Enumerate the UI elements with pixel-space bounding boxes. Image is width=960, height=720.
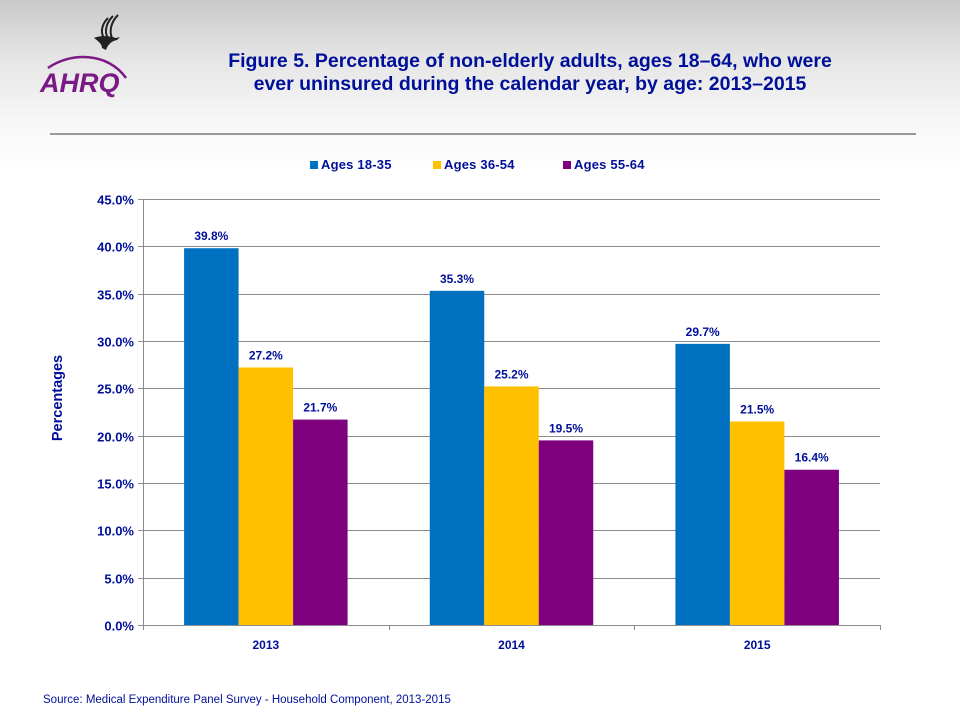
legend-label-ages-36-54: Ages 36-54: [444, 157, 515, 172]
logo-text: AHRQ: [39, 68, 120, 98]
data-label: 27.2%: [249, 349, 283, 363]
x-tick-label: 2014: [498, 638, 525, 652]
axes: [138, 199, 881, 630]
source-note: Source: Medical Expenditure Panel Survey…: [43, 694, 451, 706]
data-label: 39.8%: [194, 229, 228, 243]
bar-ages-36-54-2015: [729, 421, 785, 625]
logo-arc: [47, 55, 128, 79]
bar-ages-55-64-2014: [538, 440, 594, 625]
legend-swatch-ages-55-64: [563, 160, 571, 169]
bar-ages-36-54-2014: [484, 386, 539, 625]
chart-title-line-2: ever uninsured during the calendar year,…: [253, 73, 807, 95]
bar-ages-18-35-2013: [184, 248, 239, 625]
y-tick-label: 20.0%: [97, 430, 134, 445]
legend-swatch-ages-36-54: [433, 160, 441, 169]
y-tick-label: 35.0%: [97, 288, 134, 303]
legend-item-ages-18-35: Ages 18-35: [310, 157, 392, 172]
legend-item-ages-55-64: Ages 55-64: [563, 157, 645, 172]
data-label: 21.5%: [740, 402, 774, 416]
hhs-eagle-icon: [94, 14, 120, 50]
data-label: 19.5%: [549, 421, 583, 435]
y-tick-label: 30.0%: [97, 335, 134, 350]
legend-item-ages-36-54: Ages 36-54: [433, 157, 515, 172]
chart-legend: Ages 18-35 Ages 36-54 Ages 55-64: [0, 157, 960, 177]
data-label: 29.7%: [686, 325, 720, 339]
y-tick-label: 5.0%: [104, 572, 134, 587]
bar-ages-18-35-2015: [675, 343, 730, 625]
labels: 0.0% 5.0% 10.0% 15.0% 20.0% 25.0% 30.0% 35.0% 40…: [97, 193, 829, 653]
y-tick-label: 0.0%: [104, 619, 134, 634]
bars: [184, 248, 839, 625]
chart-title-line-1: Figure 5. Percentage of non-elderly adul…: [228, 50, 832, 72]
y-tick-label: 10.0%: [97, 524, 134, 539]
data-label: 25.2%: [494, 367, 528, 381]
y-tick-label: 45.0%: [97, 193, 134, 208]
legend-swatch-ages-18-35: [310, 160, 318, 169]
chart-title: Figure 5. Percentage of non-elderly adul…: [200, 50, 860, 96]
x-tick-label: 2015: [744, 638, 771, 652]
bar-ages-18-35-2014: [429, 290, 485, 625]
bar-ages-36-54-2013: [238, 367, 294, 625]
data-label: 35.3%: [440, 272, 474, 286]
legend-label-ages-55-64: Ages 55-64: [574, 157, 645, 172]
bar-ages-55-64-2013: [293, 419, 348, 625]
y-tick-label: 40.0%: [97, 240, 134, 255]
data-label: 16.4%: [795, 451, 829, 465]
header-divider: [50, 133, 916, 135]
y-axis-label: Percentages: [50, 355, 66, 441]
y-tick-label: 25.0%: [97, 382, 134, 397]
bar-ages-55-64-2015: [784, 469, 839, 625]
y-tick-label: 15.0%: [97, 477, 134, 492]
ahrq-logo: AHRQ: [39, 14, 128, 98]
data-label: 21.7%: [303, 401, 337, 415]
legend-label-ages-18-35: Ages 18-35: [321, 157, 392, 172]
x-tick-label: 2013: [252, 638, 279, 652]
